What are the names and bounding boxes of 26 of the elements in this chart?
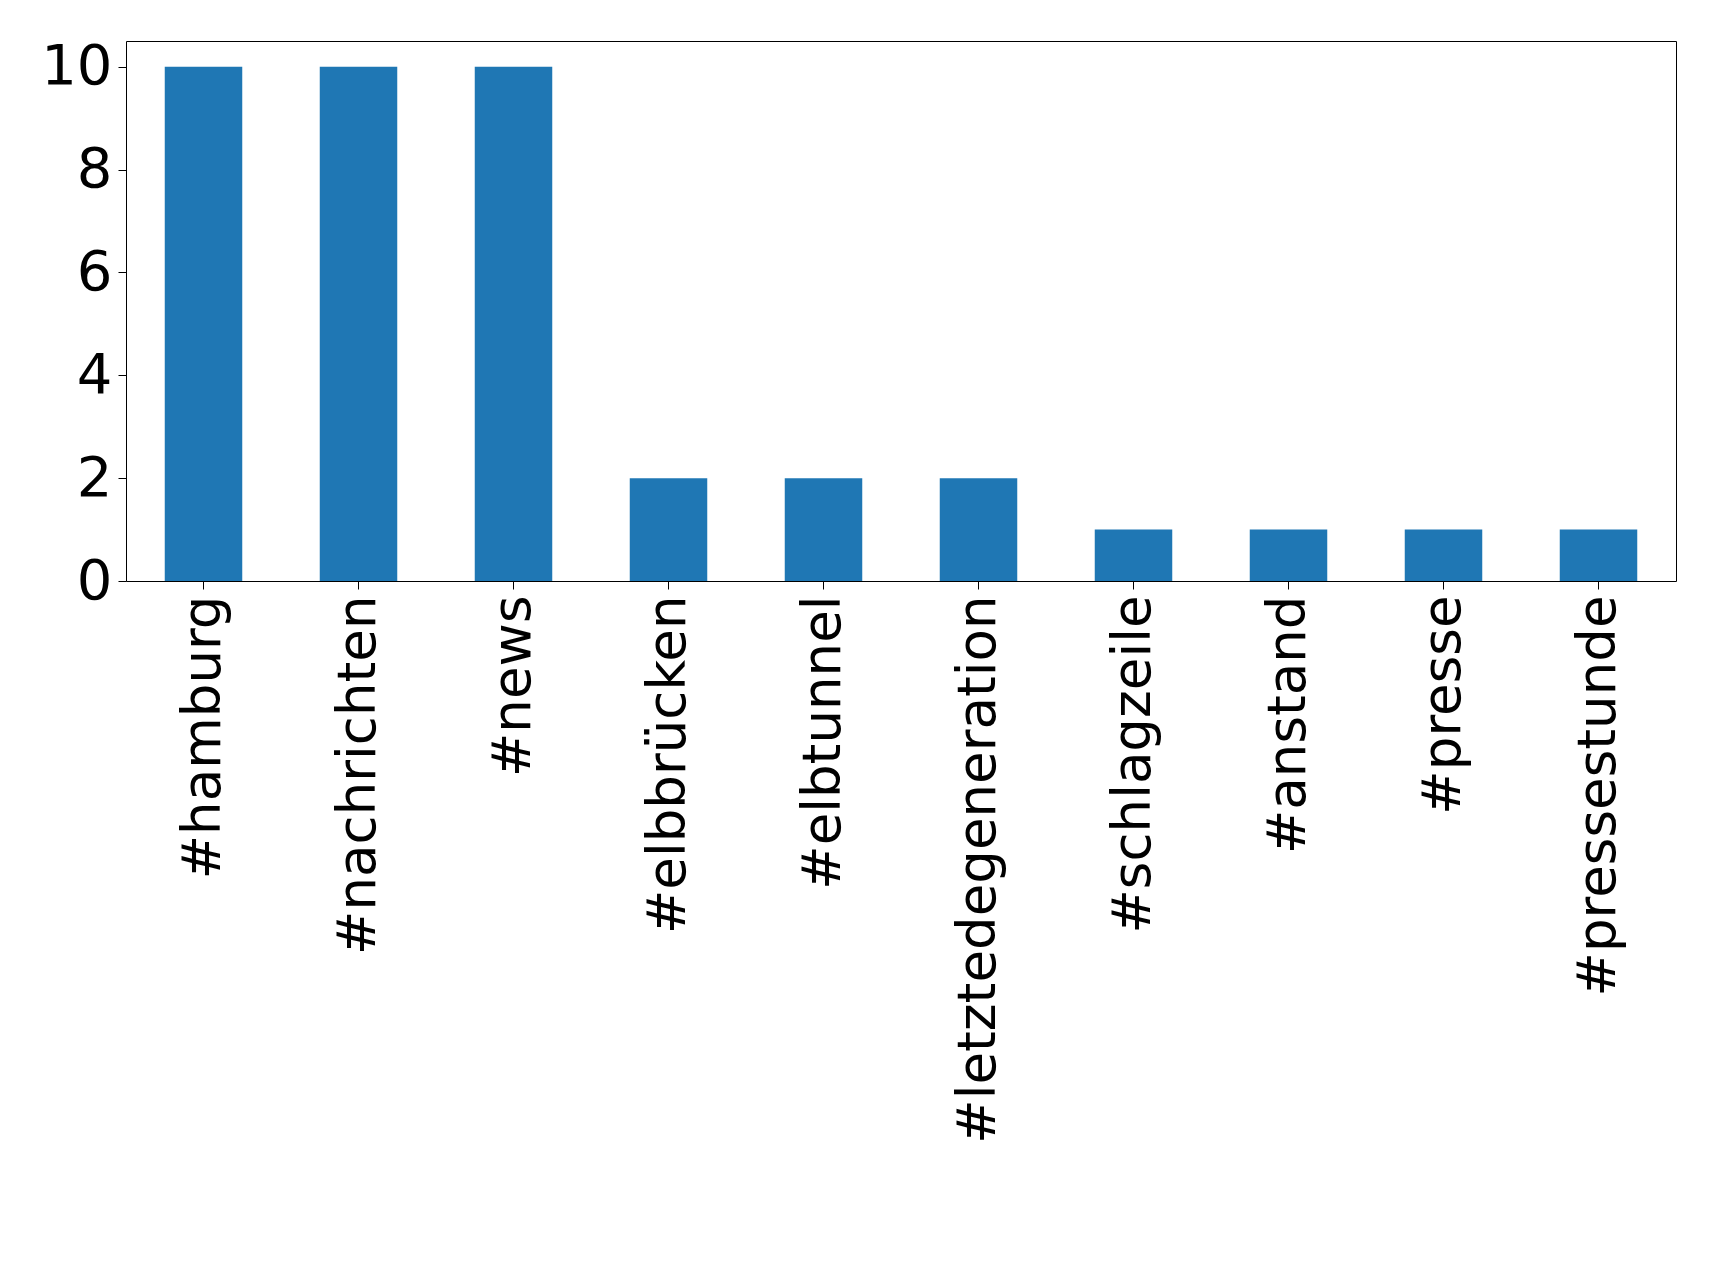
bar [319,66,398,581]
x-tick-label: #presse [1410,595,1472,815]
bar [164,66,243,581]
bar [1094,529,1173,581]
bar [1559,529,1638,581]
y-tick-label: 4 [76,340,113,406]
x-tick-label: #pressestunde [1565,595,1627,997]
y-tick-label: 0 [76,546,113,612]
y-tick-label: 6 [76,237,113,303]
bar [629,478,708,581]
x-tick-label: #letztedegeneration [945,595,1007,1144]
x-tick-label: #news [480,595,542,778]
y-tick-label: 8 [76,135,113,201]
bar [784,478,863,581]
bar [1404,529,1483,581]
x-tick-label: #hamburg [170,595,232,880]
bar [939,478,1018,581]
bar [1249,529,1328,581]
x-tick-label: #elbbrücken [635,595,697,935]
y-tick-label: 10 [41,32,113,98]
bar [474,66,553,581]
x-tick-label: #elbtunnel [790,595,852,890]
x-tick-label: #schlagzeile [1100,595,1162,934]
x-tick-label: #anstand [1255,595,1317,855]
x-tick-label: #nachrichten [325,595,387,955]
y-tick-label: 2 [76,443,113,509]
